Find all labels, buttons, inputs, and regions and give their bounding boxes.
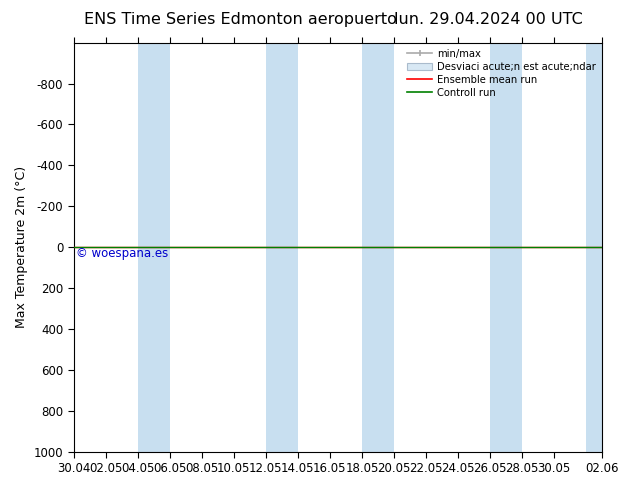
Bar [138, 43, 170, 452]
Legend: min/max, Desviaci acute;n est acute;ndar, Ensemble mean run, Controll run: min/max, Desviaci acute;n est acute;ndar… [403, 45, 600, 101]
Y-axis label: Max Temperature 2m (°C): Max Temperature 2m (°C) [15, 166, 28, 328]
Bar [266, 43, 298, 452]
Bar [362, 43, 394, 452]
Bar [586, 43, 618, 452]
Text: © woespana.es: © woespana.es [76, 247, 169, 260]
Text: ENS Time Series Edmonton aeropuerto: ENS Time Series Edmonton aeropuerto [84, 12, 398, 27]
Text: lun. 29.04.2024 00 UTC: lun. 29.04.2024 00 UTC [394, 12, 583, 27]
Bar [490, 43, 522, 452]
